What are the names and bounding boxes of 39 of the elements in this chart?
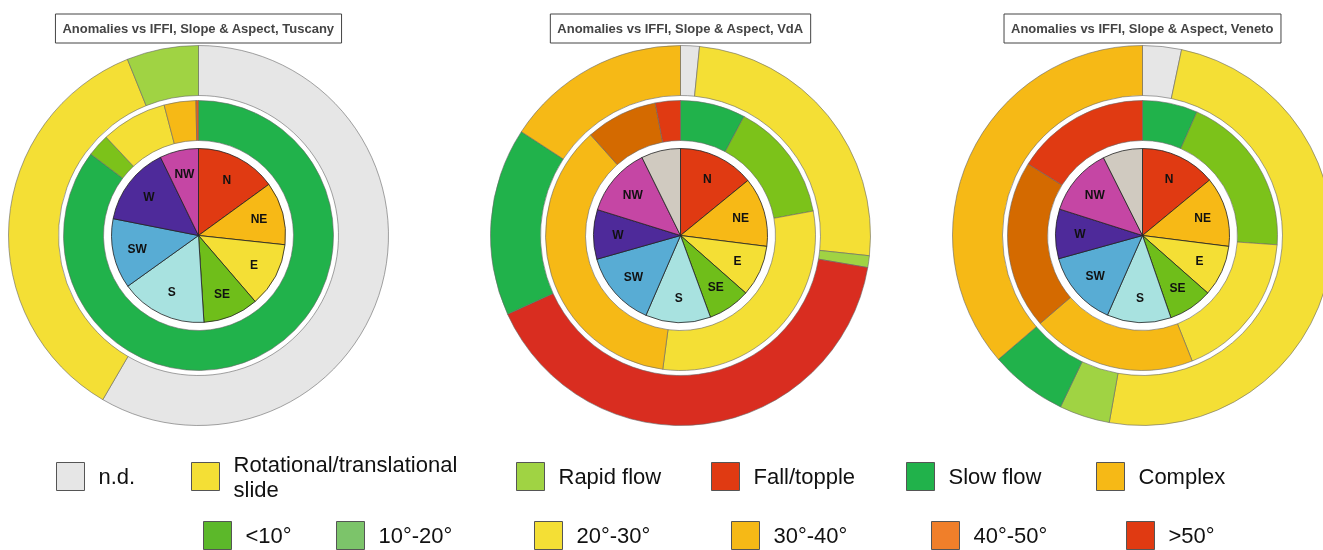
category-label: Rotational/translational slide: [233, 451, 458, 502]
category-label: Slow flow: [948, 464, 1042, 489]
data-label: SE: [707, 280, 724, 295]
chart-title: Anomalies vs IFFI, Slope & Aspect, VdA: [557, 21, 804, 36]
data-label: SW: [127, 241, 148, 256]
data-label: S: [1135, 291, 1144, 306]
chart-title: Anomalies vs IFFI, Slope & Aspect, Tuscany: [62, 21, 335, 36]
data-label: E: [249, 257, 258, 272]
category-label: Rapid flow: [558, 464, 662, 489]
category-label: 40°-50°: [973, 523, 1048, 548]
data-label: SE: [1169, 280, 1186, 295]
category-label: 30°-40°: [773, 523, 848, 548]
data-label: N: [1164, 171, 1174, 186]
category-label: Fall/topple: [753, 464, 856, 489]
data-label: N: [222, 172, 232, 187]
data-label: SE: [214, 286, 231, 301]
data-label: N: [703, 171, 712, 186]
data-label: NE: [1194, 211, 1211, 226]
category-label: Complex: [1138, 464, 1226, 489]
data-label: NE: [732, 211, 750, 226]
category-label: 10°-20°: [378, 523, 453, 548]
data-label: SW: [1085, 269, 1106, 284]
category-label: <10°: [245, 523, 292, 548]
data-label: NW: [622, 187, 644, 202]
category-label: n.d.: [98, 464, 136, 489]
data-label: S: [167, 285, 176, 300]
data-label: NW: [174, 167, 196, 182]
data-label: W: [1074, 227, 1087, 242]
category-label: >50°: [1168, 523, 1215, 548]
data-label: W: [143, 190, 156, 205]
chart-title: Anomalies vs IFFI, Slope & Aspect, Veneto: [1011, 21, 1274, 36]
data-label: NE: [250, 212, 268, 227]
data-label: NW: [1084, 187, 1106, 202]
data-label: W: [612, 227, 625, 242]
data-label: E: [733, 254, 742, 269]
data-label: E: [1195, 254, 1204, 269]
data-label: S: [674, 291, 683, 306]
data-label: SW: [623, 269, 644, 284]
category-label: 20°-30°: [576, 523, 651, 548]
